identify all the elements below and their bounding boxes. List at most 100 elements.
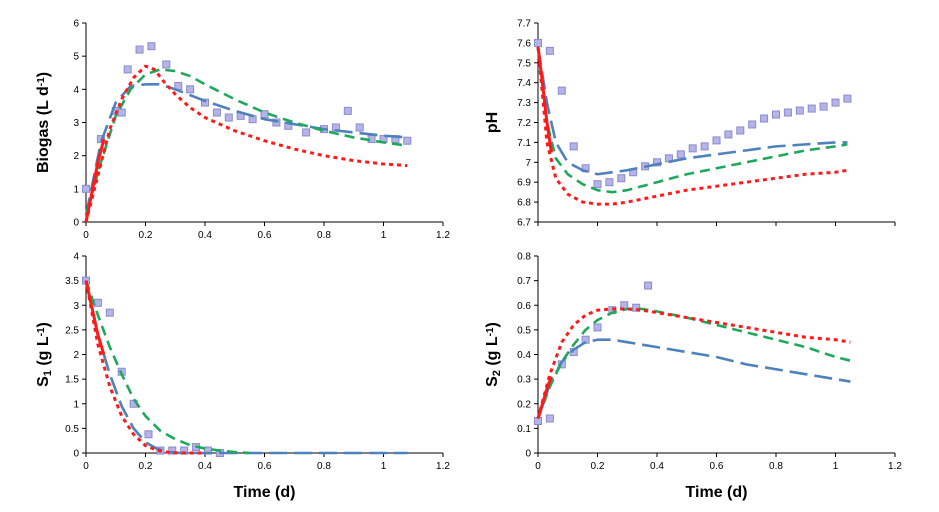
y-tick-label: 7.6: [517, 38, 531, 49]
model-line-dot: [536, 307, 851, 419]
x-tick-label: 0: [83, 230, 89, 241]
x-tick-label: 0.4: [198, 461, 212, 472]
data-point-marker: [82, 184, 90, 193]
x-tick-label: 0: [535, 461, 541, 472]
data-point-marker: [605, 178, 614, 187]
x-tick-label: 0.4: [650, 461, 664, 472]
data-point-marker: [224, 113, 233, 122]
y-title-superscript: -1: [36, 327, 47, 336]
data-point-marker: [272, 118, 281, 127]
y-tick-label: 1: [73, 184, 79, 195]
data-point-marker: [676, 150, 685, 159]
data-point-marker: [712, 136, 721, 145]
data-point-marker: [144, 430, 153, 439]
data-point-marker: [117, 108, 126, 117]
data-point-marker: [569, 142, 578, 151]
data-point-marker: [355, 123, 364, 132]
y-tick-label: 4: [73, 85, 79, 96]
x-tick-label: 1.2: [888, 461, 902, 472]
data-point-marker: [105, 308, 114, 317]
model-line-long-dash: [536, 46, 848, 176]
y-tick-label: 1.5: [65, 375, 79, 386]
y-tick-label: 0.5: [65, 424, 79, 435]
y-title-subscript: 2: [491, 370, 503, 376]
data-point-marker: [343, 106, 352, 115]
y-tick-label: 7.3: [517, 98, 531, 109]
y-title-text: Biogas (L d: [35, 86, 52, 173]
data-point-marker: [260, 110, 269, 119]
data-point-marker: [724, 130, 733, 139]
model-line-solid: [84, 138, 106, 223]
y-tick-label: 1: [73, 399, 79, 410]
x-tick-label: 0.2: [591, 461, 605, 472]
y-title-text: S: [35, 376, 52, 387]
data-point-marker: [147, 42, 156, 51]
data-point-marker: [831, 98, 840, 107]
model-line-dot: [84, 280, 205, 455]
model-line-long-dash: [536, 338, 851, 419]
x-tick-label: 1.2: [436, 230, 450, 241]
chart-panel-bottom-left: 0 0.5 1 1.5 2 2.5 3 3.5 4 0 0.2 0.4 0.6 0.8 1 1.2 Time (…: [35, 252, 450, 502]
data-point-marker: [783, 108, 792, 117]
y-tick-label: 0.3: [517, 375, 531, 386]
model-line-dot: [536, 46, 848, 206]
data-point-marker: [186, 85, 195, 94]
model-line-solid: [84, 280, 106, 355]
y-tick-label: 3: [73, 301, 79, 312]
model-line-dot: [84, 64, 408, 223]
y-title-text: ): [35, 72, 52, 77]
y-tick-label: 6.7: [517, 218, 531, 229]
x-tick-label: 0.6: [710, 461, 724, 472]
data-point-marker: [772, 110, 780, 119]
x-tick-label: 0.6: [258, 461, 272, 472]
data-point-marker: [688, 144, 697, 153]
x-tick-label: 1: [833, 461, 839, 472]
x-tick-label: 0: [83, 461, 89, 472]
y-title-text: pH: [484, 112, 501, 133]
data-point-marker: [135, 45, 144, 54]
x-tick-label: 0.4: [198, 230, 212, 241]
y-tick-label: 7.7: [517, 19, 531, 30]
data-point-marker: [201, 98, 209, 107]
y-tick-label: 7.5: [517, 58, 531, 69]
data-point-marker: [617, 174, 626, 183]
data-point-marker: [545, 414, 554, 423]
model-line-dash: [84, 280, 250, 455]
data-point-marker: [593, 180, 602, 189]
y-title-text: (g L: [35, 336, 52, 370]
y-tick-label: 4: [73, 252, 79, 263]
chart-panel-top-left: 0 1 2 3 4 5 6 0 0.2 0.4 0.6 0.8 1 1.2 Biogas (L d-1): [35, 19, 450, 242]
data-point-marker: [795, 106, 804, 115]
x-axis-title: Time (d): [686, 484, 748, 501]
y-title-text: S: [484, 376, 501, 387]
x-tick-label: 1: [381, 461, 387, 472]
data-point-marker: [212, 108, 221, 117]
x-tick-label: 1.2: [436, 461, 450, 472]
y-tick-label: 7.4: [517, 78, 531, 89]
model-line-dash: [536, 46, 848, 194]
y-title-superscript: -1: [36, 77, 47, 86]
y-tick-label: 0.6: [517, 301, 531, 312]
data-point-marker: [123, 65, 132, 74]
model-line-solid: [536, 46, 553, 153]
y-tick-label: 0: [525, 449, 531, 460]
x-tick-label: 0.2: [139, 461, 153, 472]
data-point-marker: [760, 114, 769, 123]
x-tick-label: 0.6: [258, 230, 272, 241]
y-tick-label: 3: [73, 118, 79, 129]
y-axis-title: S2 (g L-1): [484, 322, 503, 387]
data-point-marker: [93, 298, 102, 307]
model-line-long-dash: [84, 280, 408, 455]
y-axis-title: Biogas (L d-1): [35, 72, 52, 173]
y-title-text: ): [484, 322, 501, 327]
data-point-marker: [168, 446, 177, 455]
y-tick-label: 2.5: [65, 325, 79, 336]
y-tick-label: 7.1: [517, 138, 531, 149]
data-point-marker: [302, 128, 311, 137]
y-axis-title: pH: [484, 112, 501, 133]
data-point-marker: [593, 323, 602, 332]
y-title-superscript: -1: [485, 327, 496, 336]
y-tick-label: 0.4: [517, 350, 531, 361]
x-tick-label: 0.8: [769, 461, 783, 472]
y-title-text: (g L: [484, 336, 501, 370]
